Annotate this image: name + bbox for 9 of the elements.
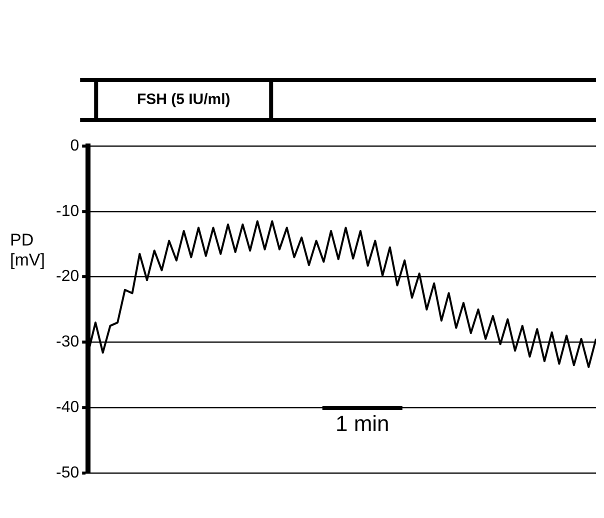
y-tick-label: -40 — [56, 399, 80, 416]
y-tick-label: -30 — [56, 334, 80, 351]
y-tick-label: 0 — [70, 137, 80, 154]
y-tick-label: -20 — [56, 268, 80, 286]
y-tick-label: -10 — [56, 202, 80, 220]
text: FSH (5 IU/ml) — [136, 91, 230, 108]
y-axis-title: PD [mV] — [10, 230, 45, 270]
y-tick-label: -50 — [56, 464, 80, 482]
annotation: 1 min — [335, 411, 390, 436]
